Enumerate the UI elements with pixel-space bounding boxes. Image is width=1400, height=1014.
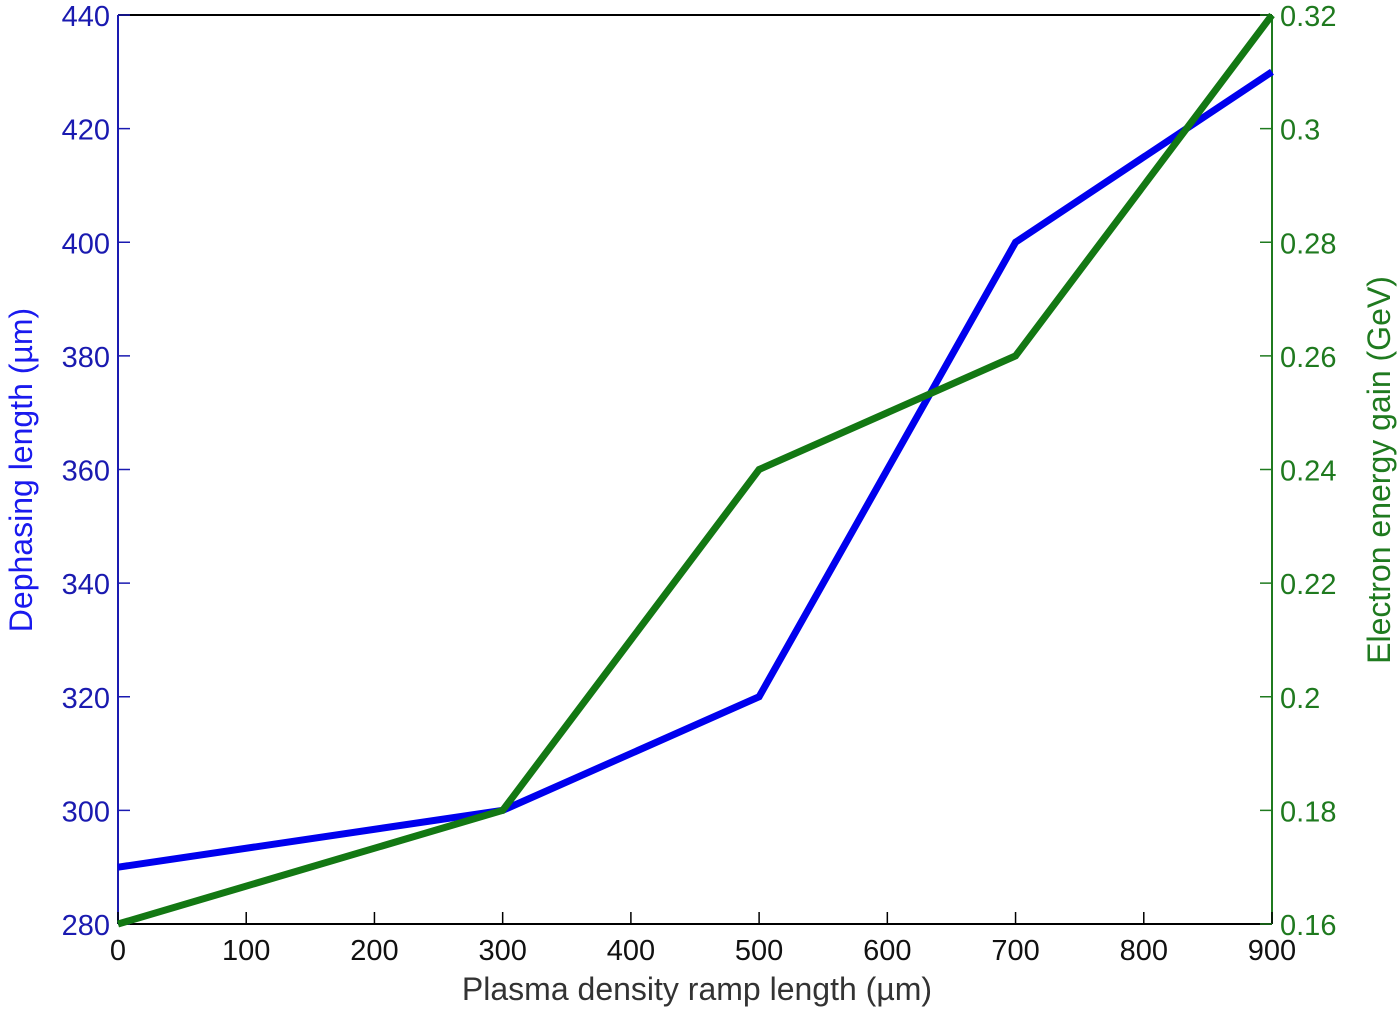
right-y-tick-label: 0.28 xyxy=(1280,228,1336,260)
left-y-tick-label: 300 xyxy=(62,796,110,828)
x-axis-label: Plasma density ramp length (µm) xyxy=(462,971,932,1007)
series-line-energy-gain xyxy=(117,12,1275,928)
x-tick-label: 300 xyxy=(478,935,526,967)
series-line-dephasing-length xyxy=(117,68,1274,871)
left-y-tick-label: 340 xyxy=(62,569,110,601)
right-y-tick-label: 0.32 xyxy=(1280,1,1336,33)
x-tick-label: 200 xyxy=(350,935,398,967)
right-y-tick-label: 0.24 xyxy=(1280,456,1336,488)
x-tick-label: 500 xyxy=(735,935,783,967)
right-y-tick-label: 0.26 xyxy=(1280,342,1336,374)
x-tick-label: 100 xyxy=(222,935,270,967)
x-tick-label: 600 xyxy=(863,935,911,967)
x-tick-label: 400 xyxy=(607,935,655,967)
left-y-tick-label: 380 xyxy=(62,342,110,374)
x-tick-label: 700 xyxy=(991,935,1039,967)
right-y-tick-label: 0.3 xyxy=(1280,115,1320,147)
left-y-tick-label: 320 xyxy=(62,683,110,715)
right-y-tick-label: 0.18 xyxy=(1280,796,1336,828)
left-y-axis-label: Dephasing length (µm) xyxy=(3,308,39,632)
x-tick-label: 800 xyxy=(1120,935,1168,967)
left-y-tick-label: 280 xyxy=(62,910,110,942)
left-y-tick-label: 360 xyxy=(62,456,110,488)
right-y-tick-label: 0.16 xyxy=(1280,910,1336,942)
left-y-tick-label: 440 xyxy=(62,1,110,33)
right-y-tick-label: 0.2 xyxy=(1280,683,1320,715)
x-tick-label: 0 xyxy=(110,935,126,967)
right-y-tick-label: 0.22 xyxy=(1280,569,1336,601)
right-y-axis-label: Electron energy gain (GeV) xyxy=(1361,276,1397,664)
x-tick-label: 900 xyxy=(1248,935,1296,967)
left-y-tick-label: 420 xyxy=(62,115,110,147)
left-y-tick-label: 400 xyxy=(62,228,110,260)
